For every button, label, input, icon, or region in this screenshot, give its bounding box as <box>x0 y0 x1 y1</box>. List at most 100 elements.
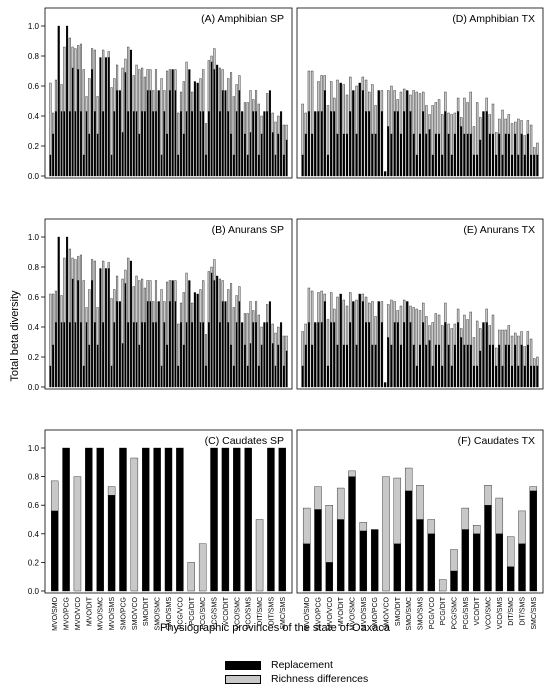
bar-replacement <box>517 154 520 177</box>
bar-richness <box>274 332 277 367</box>
bar-richness <box>130 457 139 592</box>
bar-richness <box>124 58 127 73</box>
bar-richness <box>450 549 458 572</box>
bar-replacement <box>482 111 485 177</box>
bar-replacement <box>143 322 146 388</box>
bar-replacement <box>218 322 221 388</box>
bar-richness <box>166 70 169 135</box>
bar-richness <box>484 485 492 506</box>
bar-replacement <box>141 322 144 388</box>
bar-richness <box>416 485 424 520</box>
bar-replacement <box>166 133 169 177</box>
bar-richness <box>304 323 307 346</box>
bar-replacement <box>456 322 460 388</box>
bar-richness <box>399 91 403 135</box>
bar-richness <box>218 67 221 112</box>
bar-richness <box>227 78 230 112</box>
bar-replacement <box>255 111 258 177</box>
bar-replacement <box>266 111 269 177</box>
bar-replacement <box>243 344 246 388</box>
bar-replacement <box>135 111 138 177</box>
bar-richness <box>102 49 105 112</box>
bar-richness <box>345 94 349 135</box>
bar-replacement <box>164 447 173 592</box>
bar-richness <box>182 81 185 135</box>
bar-replacement <box>526 133 530 177</box>
bar-richness <box>326 105 330 156</box>
y-tick-label: 0.6 <box>28 501 40 510</box>
bar-replacement <box>235 322 238 388</box>
bar-replacement <box>221 301 224 388</box>
bar-replacement <box>93 322 96 388</box>
bar-richness <box>85 307 88 323</box>
bar-richness <box>198 543 207 592</box>
bar-replacement <box>57 25 60 177</box>
bar-richness <box>79 254 82 323</box>
bar-richness <box>274 121 277 156</box>
bar-replacement <box>110 154 113 177</box>
bar-richness <box>485 97 488 112</box>
bar-richness <box>501 329 504 367</box>
x-tick-label: SMO/SMC <box>155 597 162 630</box>
bar-richness <box>74 48 77 112</box>
bar-replacement <box>529 365 533 388</box>
bar-richness <box>507 325 511 346</box>
bar-richness <box>447 323 450 346</box>
bar-replacement <box>280 111 283 177</box>
bar-replacement <box>141 111 144 177</box>
bar-replacement <box>60 111 63 177</box>
bar-richness <box>91 48 94 70</box>
panel-6: (F) Caudates TX MVO/SMO MVO/PCG MVO/VCO MVO/… <box>296 429 544 631</box>
bar-replacement <box>224 301 227 388</box>
x-tick-label: PCG/DIT <box>189 596 196 625</box>
bar-richness <box>246 102 249 156</box>
bar-replacement <box>352 90 355 177</box>
y-tick-label: 0.0 <box>28 587 40 596</box>
bar-replacement <box>472 533 481 592</box>
bar-replacement <box>444 322 447 388</box>
bar-replacement <box>342 344 345 388</box>
bar-replacement <box>501 154 504 177</box>
bar-richness <box>431 322 434 367</box>
bar-replacement <box>495 365 498 388</box>
bar-replacement <box>168 301 171 388</box>
bar-richness <box>317 292 320 323</box>
panel-1: 0.0 0.2 0.4 0.6 0.8 1.0 (A) Amphibian SP <box>28 7 293 181</box>
bar-richness <box>355 85 358 135</box>
bar-richness <box>422 302 425 323</box>
y-tick-label: 0.0 <box>28 383 40 392</box>
bar-richness <box>210 266 213 274</box>
bar-replacement <box>204 154 208 177</box>
bar-replacement <box>241 322 244 388</box>
bar-richness <box>257 103 260 156</box>
bar-richness <box>88 289 91 346</box>
bar-replacement <box>188 69 191 177</box>
bar-replacement <box>249 132 252 177</box>
bar-replacement <box>510 365 514 388</box>
bar-replacement <box>157 301 160 388</box>
bar-replacement <box>307 111 311 177</box>
bar-replacement <box>416 519 424 592</box>
bar-richness <box>116 64 119 91</box>
bar-richness <box>460 328 463 338</box>
bar-replacement <box>146 90 149 177</box>
bar-replacement <box>119 447 127 592</box>
y-tick-label: 0.6 <box>28 293 40 302</box>
bar-replacement <box>399 133 403 177</box>
bar-replacement <box>193 81 196 177</box>
bar-replacement <box>520 344 523 388</box>
bar-richness <box>314 486 322 510</box>
bar-richness <box>85 96 88 112</box>
bar-richness <box>191 302 194 323</box>
bar-richness <box>199 289 202 323</box>
bar-replacement <box>450 154 453 177</box>
bar-replacement <box>427 533 436 592</box>
bar-richness <box>507 114 511 135</box>
bar-richness <box>463 97 466 135</box>
bar-replacement <box>358 293 361 388</box>
bar-richness <box>213 48 216 70</box>
bar-replacement <box>517 365 520 388</box>
bar-replacement <box>282 365 285 388</box>
bar-richness <box>49 293 52 367</box>
bar-replacement <box>63 111 66 177</box>
